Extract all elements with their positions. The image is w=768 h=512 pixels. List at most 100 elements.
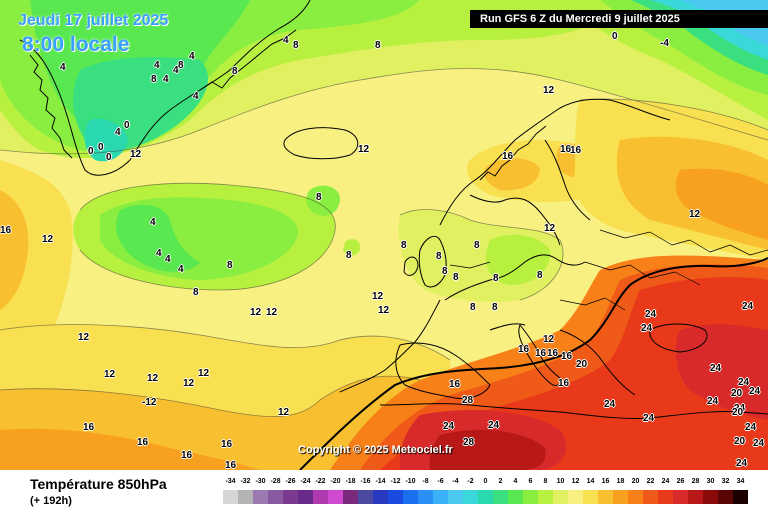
isotherm-label: 12 xyxy=(543,334,555,345)
isotherm-label: 8 xyxy=(293,40,299,51)
isotherm-label: 24 xyxy=(753,438,765,449)
scale-tick-label: -8 xyxy=(422,478,429,485)
scale-swatch xyxy=(568,490,583,504)
isotherm-label: 8 xyxy=(401,240,407,251)
isotherm-label: 12 xyxy=(183,378,195,389)
isotherm-label: 4 xyxy=(163,74,169,85)
scale-tick-label: -14 xyxy=(375,478,386,485)
isotherm-label: 12 xyxy=(104,369,116,380)
isotherm-label: 8 xyxy=(227,260,233,271)
isotherm-label: 0 xyxy=(612,31,618,42)
isotherm-label: 4 xyxy=(193,91,199,102)
isotherm-label: 4 xyxy=(150,217,156,228)
scale-swatch xyxy=(433,490,448,504)
scale-swatch xyxy=(583,490,598,504)
scale-swatch xyxy=(493,490,508,504)
isotherm-label: 4 xyxy=(189,51,195,62)
scale-tick-label: -20 xyxy=(330,478,341,485)
isotherm-label: 4 xyxy=(115,127,121,138)
isotherm-label: 8 xyxy=(537,270,543,281)
scale-tick-label: 12 xyxy=(571,478,580,485)
isotherm-label: 0 xyxy=(98,142,104,153)
isotherm-label: 4 xyxy=(156,248,162,259)
isotherm-label: 8 xyxy=(470,302,476,313)
isotherm-label: 12 xyxy=(372,291,384,302)
isotherm-label: 24 xyxy=(641,323,653,334)
scale-tick-label: -34 xyxy=(225,478,236,485)
isotherm-label: 24 xyxy=(643,413,655,424)
isotherm-label: 24 xyxy=(736,458,748,469)
isotherm-label: 12 xyxy=(42,234,54,245)
scale-tick-label: 28 xyxy=(691,478,700,485)
isotherm-label: 4 xyxy=(178,264,184,275)
scale-swatch xyxy=(388,490,403,504)
scale-tick-label: -16 xyxy=(360,478,371,485)
isotherm-label: 16 xyxy=(449,379,461,390)
isotherm-label: 24 xyxy=(745,422,757,433)
scale-swatch xyxy=(448,490,463,504)
scale-tick-label: 4 xyxy=(513,478,518,485)
isotherm-label: 12 xyxy=(543,85,555,96)
isotherm-label: -12 xyxy=(142,397,157,408)
scale-swatch xyxy=(688,490,703,504)
scale-tick-label: -2 xyxy=(467,478,474,485)
scale-tick-label: 32 xyxy=(721,478,730,485)
isotherm-label: 12 xyxy=(198,368,210,379)
scale-tick-label: -6 xyxy=(437,478,444,485)
isotherm-label: 8 xyxy=(232,66,238,77)
scale-swatch xyxy=(523,490,538,504)
scale-swatch xyxy=(328,490,343,504)
scale-swatch xyxy=(628,490,643,504)
isotherm-label: 28 xyxy=(463,437,475,448)
isotherm-label: 8 xyxy=(442,266,448,277)
forecast-offset: (+ 192h) xyxy=(30,495,72,507)
isotherm-label: 8 xyxy=(178,60,184,71)
isotherm-label: 16 xyxy=(535,348,547,359)
isotherm-label: 12 xyxy=(544,223,556,234)
scale-tick-label: 0 xyxy=(483,478,488,485)
scale-swatch xyxy=(358,490,373,504)
isotherm-label: 16 xyxy=(502,151,514,162)
scale-swatch xyxy=(538,490,553,504)
isotherm-label: 24 xyxy=(645,309,657,320)
scale-tick-label: 20 xyxy=(631,478,640,485)
isotherm-label: 12 xyxy=(147,373,159,384)
isotherm-label: 20 xyxy=(731,388,743,399)
legend-footer: Température 850hPa (+ 192h) -34 -32 -30 -28… xyxy=(0,470,768,512)
isotherm-label: 0 xyxy=(88,146,94,157)
scale-tick-label: 30 xyxy=(706,478,715,485)
scale-tick-label: 8 xyxy=(543,478,548,485)
copyright-text: Copyright © 2025 Meteociel.fr xyxy=(298,444,453,456)
scale-tick-label: -32 xyxy=(240,478,251,485)
isotherm-label: 8 xyxy=(316,192,322,203)
isotherm-label: 8 xyxy=(375,40,381,51)
scale-tick-label: 18 xyxy=(616,478,625,485)
isotherm-label: 16 xyxy=(558,378,570,389)
isotherm-label: 12 xyxy=(278,407,290,418)
scale-swatch xyxy=(703,490,718,504)
isotherm-label: 16 xyxy=(0,225,12,236)
isotherm-label: 16 xyxy=(225,460,237,470)
scale-swatch xyxy=(223,490,238,504)
isotherm-label: 20 xyxy=(734,436,746,447)
scale-swatch xyxy=(478,490,493,504)
scale-swatch xyxy=(613,490,628,504)
isotherm-label: 24 xyxy=(488,420,500,431)
isotherm-label: 12 xyxy=(78,332,90,343)
isotherm-label: 24 xyxy=(738,377,750,388)
isotherm-label: 8 xyxy=(453,272,459,283)
isotherm-label: 12 xyxy=(130,149,142,160)
scale-swatch xyxy=(553,490,568,504)
isotherm-label: 0 xyxy=(106,152,112,163)
isotherm-label: 8 xyxy=(193,287,199,298)
forecast-date: Jeudi 17 juillet 2025 xyxy=(18,12,169,29)
isotherm-label: 4 xyxy=(60,62,66,73)
isotherm-label: 4 xyxy=(173,65,179,76)
scale-tick-label: 6 xyxy=(528,478,533,485)
scale-tick-label: 10 xyxy=(556,478,565,485)
scale-swatch xyxy=(643,490,658,504)
scale-tick-label: 26 xyxy=(676,478,685,485)
isotherm-label: 16 xyxy=(83,422,95,433)
isotherm-label: 8 xyxy=(474,240,480,251)
forecast-time: 8:00 locale xyxy=(22,33,130,56)
